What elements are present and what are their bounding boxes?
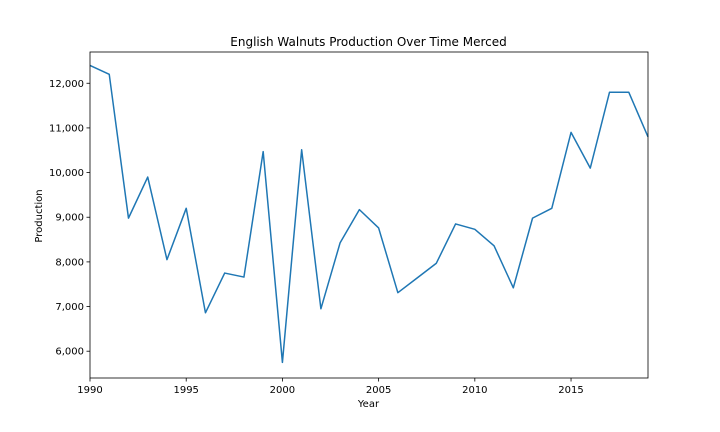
y-tick-label: 8,000 (55, 257, 84, 268)
x-axis: 1990 1995 2000 2005 2010 2015 (77, 378, 584, 396)
plot-area (89, 64, 649, 364)
x-tick-label: 2010 (462, 385, 487, 396)
y-tick-label: 6,000 (55, 347, 84, 358)
y-axis: 6,000 7,000 8,000 9,000 10,000 11,000 12,000 (49, 79, 90, 358)
y-tick-label: 10,000 (49, 168, 84, 179)
x-tick-label: 2015 (558, 385, 583, 396)
x-tick-label: 1990 (77, 385, 102, 396)
x-tick-label: 1995 (173, 385, 198, 396)
y-tick-label: 7,000 (55, 302, 84, 313)
y-tick-label: 9,000 (55, 213, 84, 224)
series-line (89, 64, 649, 364)
x-tick-label: 2000 (270, 385, 295, 396)
chart-title: English Walnuts Production Over Time Mer… (230, 35, 506, 49)
plot-frame (89, 51, 649, 379)
y-tick-label: 12,000 (49, 79, 84, 90)
y-tick-label: 11,000 (49, 123, 84, 134)
x-tick-label: 2005 (366, 385, 391, 396)
x-axis-title: Year (357, 399, 380, 410)
y-axis-title: Production (34, 189, 45, 242)
